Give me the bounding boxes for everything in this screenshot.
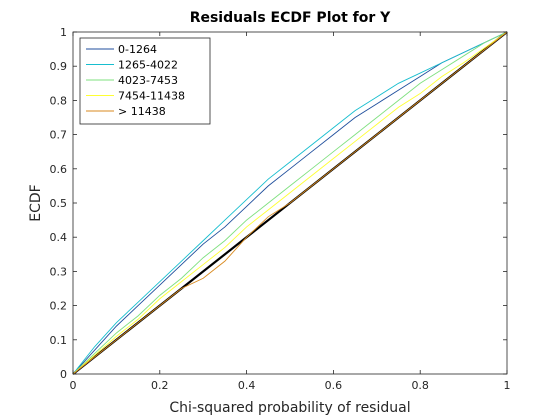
y-axis-label: ECDF xyxy=(28,184,44,221)
series-line-2 xyxy=(72,31,508,375)
y-tick-label: 0.4 xyxy=(50,231,68,244)
legend-label: 1265-4022 xyxy=(118,59,178,72)
legend: 0-1264 1265-4022 4023-7453 7454-11438 > 1143… xyxy=(79,37,211,125)
y-tick-label: 0.5 xyxy=(50,197,68,210)
x-axis: 0 0.2 0.4 0.6 0.8 1 xyxy=(70,32,511,392)
y-tick-label: 0.9 xyxy=(50,60,68,73)
y-tick-label: 0.3 xyxy=(50,265,68,278)
y-tick-label: 0.1 xyxy=(50,334,68,347)
y-axis: 0 0.1 0.2 0.3 0.4 0.5 0.6 0.7 0.8 0.9 1 xyxy=(50,26,507,381)
series-line-5 xyxy=(72,31,508,375)
series-line-3 xyxy=(72,31,508,375)
x-axis-label: Chi-squared probability of residual xyxy=(169,400,410,416)
x-tick-label: 1 xyxy=(504,379,511,392)
x-tick-label: 0.4 xyxy=(238,379,256,392)
chart-title: Residuals ECDF Plot for Y xyxy=(190,10,391,26)
x-tick-label: 0.8 xyxy=(411,379,429,392)
y-tick-label: 0.7 xyxy=(50,129,68,142)
series-line-1 xyxy=(72,31,508,375)
y-tick-label: 1 xyxy=(60,26,67,39)
legend-label: 7454-11438 xyxy=(118,90,185,103)
legend-label: > 11438 xyxy=(118,105,166,118)
legend-label: 4023-7453 xyxy=(118,74,178,87)
y-tick-label: 0 xyxy=(60,368,67,381)
y-tick-label: 0.6 xyxy=(50,163,68,176)
x-tick-label: 0.6 xyxy=(325,379,343,392)
x-tick-label: 0.2 xyxy=(151,379,169,392)
legend-label: 0-1264 xyxy=(118,43,157,56)
y-tick-label: 0.8 xyxy=(50,94,68,107)
y-tick-label: 0.2 xyxy=(50,300,68,313)
series-layer xyxy=(72,31,508,375)
x-tick-label: 0 xyxy=(70,379,77,392)
series-line-4 xyxy=(72,31,508,375)
legend-box xyxy=(79,37,211,125)
